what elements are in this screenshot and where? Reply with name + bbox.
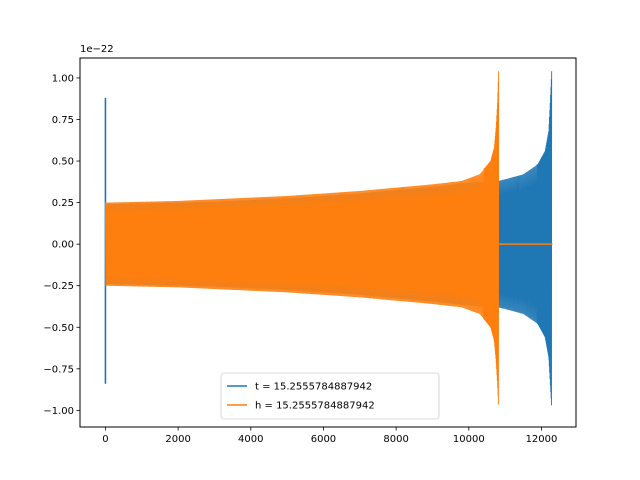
legend-label: t = 15.2555784887942: [255, 382, 372, 393]
y-axis: −1.00 −0.75 −0.50 −0.25 0.00 0.25 0.50 0.75 1.00: [43, 73, 80, 417]
y-tick-label: 0.75: [52, 115, 74, 126]
series-line: [104, 71, 500, 405]
plot-area: [104, 71, 553, 406]
legend-box: [220, 372, 440, 420]
x-axis: 0 2000 4000 6000 8000 10000 12000: [102, 427, 557, 445]
axes-frame: [79, 57, 577, 428]
series-h: [104, 71, 553, 405]
x-tick-label: 0: [102, 434, 108, 445]
x-tick-label: 12000: [526, 434, 558, 445]
y-tick-label: 0.25: [52, 198, 74, 209]
y-tick-label: −0.75: [43, 364, 74, 375]
y-tick-label: −0.25: [43, 281, 74, 292]
legend: t = 15.2555784887942 h = 15.2555784887942: [220, 372, 440, 420]
x-tick-label: 6000: [311, 434, 336, 445]
x-tick-label: 8000: [383, 434, 408, 445]
x-tick-label: 10000: [453, 434, 485, 445]
y-offset-label: 1e−22: [80, 44, 114, 55]
x-tick-label: 2000: [165, 434, 190, 445]
y-tick-label: 0.50: [52, 157, 74, 168]
y-tick-label: 1.00: [52, 73, 74, 84]
y-tick-label: −1.00: [43, 406, 74, 417]
y-tick-label: −0.50: [43, 323, 74, 334]
legend-label: h = 15.2555784887942: [255, 401, 375, 412]
x-tick-label: 4000: [238, 434, 263, 445]
y-tick-label: 0.00: [52, 240, 74, 251]
